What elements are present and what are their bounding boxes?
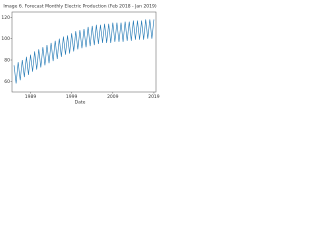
y-tick-label: 100 bbox=[1, 36, 10, 42]
y-tick-label: 120 bbox=[1, 15, 10, 21]
x-tick-label: 2019 bbox=[148, 94, 160, 100]
line-series bbox=[13, 19, 155, 84]
x-tick-label: 2009 bbox=[107, 94, 119, 100]
x-tick-label: 1999 bbox=[66, 94, 78, 100]
chart-title: Image 6. Forecast Monthly Electric Produ… bbox=[3, 4, 157, 10]
x-axis-label: Date bbox=[75, 100, 86, 106]
page: Image 6. Forecast Monthly Electric Produ… bbox=[0, 0, 160, 106]
plot-area bbox=[11, 11, 157, 93]
y-tick-label: 60 bbox=[4, 79, 10, 85]
y-tick-label: 80 bbox=[4, 58, 10, 64]
x-tick-label: 1989 bbox=[25, 94, 37, 100]
chart: Image 6. Forecast Monthly Electric Produ… bbox=[1, 4, 160, 106]
